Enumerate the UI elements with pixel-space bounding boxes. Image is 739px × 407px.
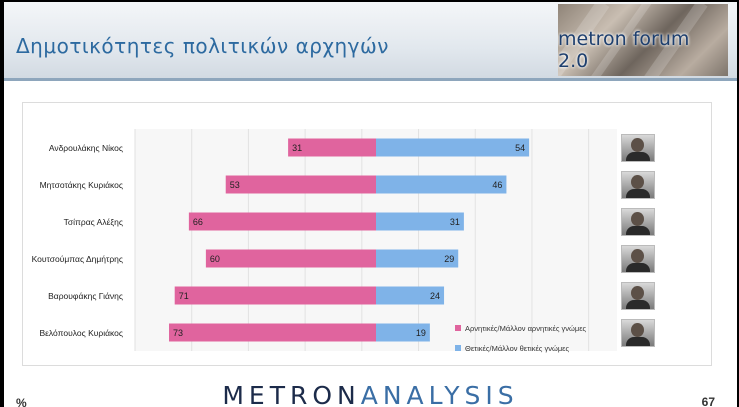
leader-photo <box>621 281 655 310</box>
bar-negative <box>225 175 376 194</box>
legend-swatch-positive <box>455 345 461 351</box>
leader-photo <box>621 244 655 273</box>
page-number: 67 <box>701 395 715 407</box>
bar-positive <box>376 323 430 342</box>
bar-positive <box>376 175 507 194</box>
data-label-positive: 54 <box>515 143 525 153</box>
chart-legend: Αρνητικές/Μάλλον αρνητικές γνώμες Θετικέ… <box>455 324 587 353</box>
legend-label-positive: Θετικές/Μάλλον θετικές γνώμες <box>465 344 570 353</box>
leader-photo <box>621 318 655 347</box>
bar-positive <box>376 138 530 157</box>
legend-swatch-negative <box>455 325 461 331</box>
chart-grid <box>134 129 617 351</box>
header-divider <box>4 78 737 81</box>
data-label-negative: 73 <box>173 328 183 338</box>
chart-panel: 31 54 53 46 66 31 60 29 71 24 73 19 Ανδρουλάκης Νίκ… <box>22 102 712 366</box>
category-label: Βελόπουλος Κυριάκος <box>39 328 123 338</box>
data-label-positive: 31 <box>450 217 460 227</box>
bar-negative <box>288 138 376 157</box>
bar-negative <box>169 323 376 342</box>
bar-negative <box>188 212 376 231</box>
data-label-negative: 53 <box>230 180 240 190</box>
brand-label: metron forum 2.0 <box>558 28 690 72</box>
category-label: Μητσοτάκης Κυριάκος <box>40 180 123 190</box>
legend-label-negative: Αρνητικές/Μάλλον αρνητικές γνώμες <box>465 324 587 333</box>
category-label: Τσίπρας Αλέξης <box>64 217 123 227</box>
plot-area <box>135 129 617 351</box>
data-label-positive: 24 <box>430 291 440 301</box>
bar-negative <box>205 249 376 268</box>
data-label-positive: 46 <box>492 180 502 190</box>
data-label-negative: 60 <box>210 254 220 264</box>
metron-analysis-logo: METRONANALYSIS <box>222 381 519 407</box>
chart-category-labels: Ανδρουλάκης Νίκος Μητσοτάκης Κυριάκος Τσίπ… <box>32 143 123 338</box>
bar-positive <box>376 286 445 305</box>
data-label-positive: 29 <box>444 254 454 264</box>
data-label-negative: 66 <box>193 217 203 227</box>
category-label: Ανδρουλάκης Νίκος <box>49 143 123 153</box>
data-label-negative: 71 <box>179 291 189 301</box>
leader-photo <box>621 207 655 236</box>
leader-photo <box>621 133 655 162</box>
bar-positive <box>376 212 464 231</box>
slide-title: Δημοτικότητες πολιτικών αρχηγών <box>16 34 389 58</box>
bar-positive <box>376 249 459 268</box>
category-label: Κουτσούμπας Δημήτρης <box>32 254 123 264</box>
bar-negative <box>174 286 376 305</box>
chart-bars: 31 54 53 46 66 31 60 29 71 24 73 19 <box>169 138 530 342</box>
data-label-negative: 31 <box>292 143 302 153</box>
slide: Δημοτικότητες πολιτικών αρχηγών metron f… <box>4 2 737 407</box>
category-label: Βαρουφάκης Γιάνης <box>48 291 123 301</box>
diverging-bar-chart: 31 54 53 46 66 31 60 29 71 24 73 19 Ανδρουλάκης Νίκ… <box>32 129 617 353</box>
header-photo: metron forum 2.0 <box>558 4 728 76</box>
percent-label: % <box>16 396 27 407</box>
leader-photo <box>621 170 655 199</box>
data-label-positive: 19 <box>416 328 426 338</box>
